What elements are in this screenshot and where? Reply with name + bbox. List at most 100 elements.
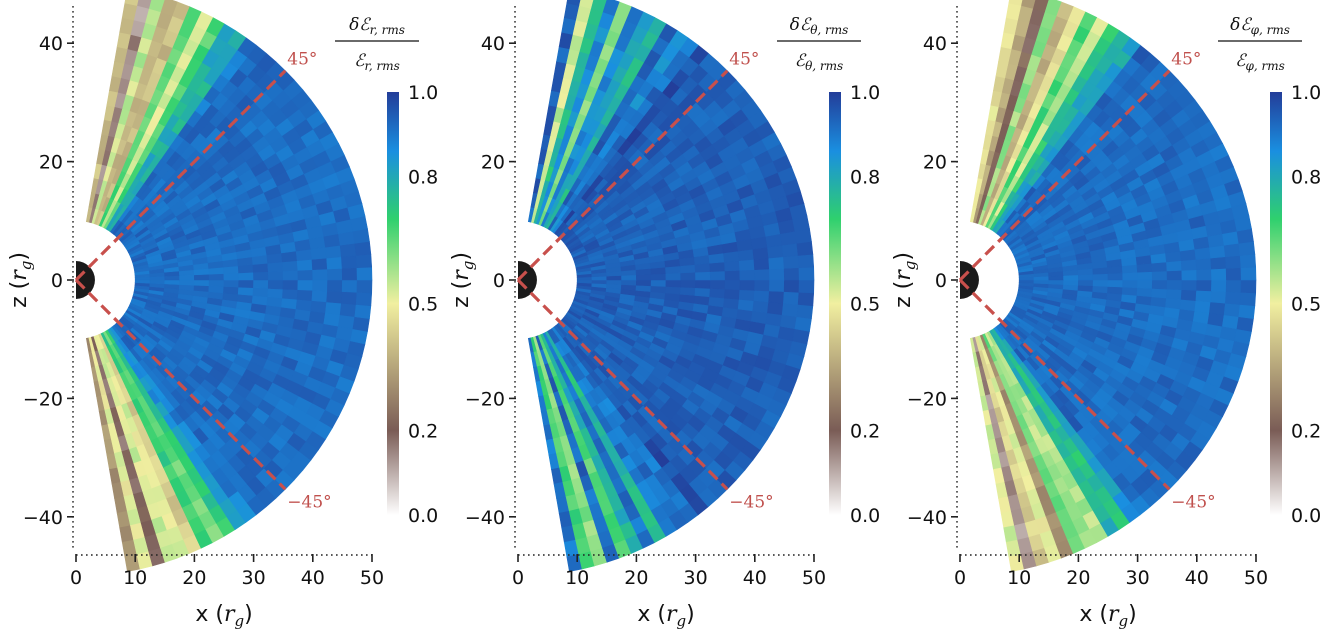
heatmap-cell — [1223, 302, 1241, 318]
heatmap-cell — [738, 289, 755, 301]
heatmap-cell — [606, 279, 622, 285]
heatmap-cell — [149, 279, 166, 285]
heatmap-cell — [312, 268, 328, 281]
heatmap-cell — [339, 242, 357, 258]
colorbar-tick-label: 0.0 — [408, 505, 438, 527]
y-tick-label: 40 — [39, 33, 63, 55]
black-hole — [518, 261, 537, 299]
y-tick-label: 0 — [51, 270, 63, 292]
heatmap-cell — [193, 279, 210, 287]
heatmap-cell — [296, 259, 313, 271]
reference-line-label: 45° — [729, 50, 759, 70]
heatmap-cell — [1137, 279, 1153, 289]
heatmap-cell — [1209, 301, 1226, 316]
colorbar-gradient — [829, 92, 841, 515]
heatmap-cell — [679, 286, 696, 296]
heatmap-cell — [1180, 259, 1197, 271]
heatmap-cell — [620, 284, 637, 291]
heatmap-cell — [566, 0, 581, 6]
heatmap-cell — [327, 268, 343, 281]
heatmap-cell — [1077, 279, 1094, 287]
heatmap-cell — [794, 316, 812, 332]
heatmap-cell — [1150, 296, 1167, 308]
y-axis-label: z (rg) — [7, 252, 35, 308]
colorbar: 1.0 0.8 0.5 0.2 0.0 δℰθ, rms ℰθ, rms — [777, 15, 880, 527]
heatmap-cell — [1092, 273, 1109, 281]
heatmap-cell — [1225, 267, 1242, 281]
colorbar-title-numerator: δℰθ, rms — [790, 15, 849, 37]
x-tick-label: 50 — [802, 567, 826, 589]
heatmap-cell — [1211, 279, 1227, 292]
heatmap-cell — [709, 270, 726, 281]
x-tick-label: 0 — [512, 567, 524, 589]
heatmap-cell — [356, 266, 373, 281]
y-tick-label: 40 — [481, 33, 505, 55]
heatmap-cell — [341, 291, 358, 305]
colorbar-title-denominator: ℰr, rms — [354, 51, 400, 73]
heatmap-cell — [354, 241, 372, 256]
heatmap-cell — [1195, 290, 1212, 303]
heatmap-cell — [781, 242, 799, 258]
heatmap-cell — [1195, 257, 1212, 270]
heatmap-cell — [590, 0, 607, 13]
reference-line-label: −45° — [287, 492, 331, 512]
heatmap-cell — [338, 314, 356, 330]
heatmap-cell — [1239, 253, 1257, 269]
y-axis-label: z (rg) — [449, 252, 477, 308]
heatmap-cell — [282, 270, 299, 281]
colorbar-tick-label: 0.2 — [850, 420, 880, 442]
colorbar-tick-label: 1.0 — [850, 82, 880, 104]
heatmap-cell — [1122, 279, 1138, 289]
colorbar-tick-label: 1.0 — [1291, 82, 1321, 104]
heatmap-cell — [1211, 268, 1227, 281]
heatmap-cell — [769, 268, 785, 281]
x-axis: 0 10 20 30 40 50 x (rg) — [512, 554, 826, 630]
heatmap-cell — [767, 244, 784, 259]
y-tick-label: 0 — [493, 270, 505, 292]
heatmap-cell — [1077, 284, 1094, 292]
colorbar-tick-label: 1.0 — [408, 82, 438, 104]
heatmap-cell — [1210, 290, 1227, 304]
black-hole — [76, 261, 95, 299]
heatmap-cell — [208, 279, 225, 287]
colorbar-title-numerator: δℰr, rms — [349, 15, 405, 37]
heatmap-cell — [1122, 271, 1138, 281]
x-tick-label: 50 — [360, 567, 384, 589]
heatmap-cell — [267, 270, 284, 281]
heatmap-cell — [602, 0, 620, 17]
x-tick-label: 40 — [743, 567, 767, 589]
heatmap-cell — [1225, 255, 1242, 269]
heatmap-cell — [680, 279, 696, 289]
heatmap-cell — [750, 310, 768, 325]
heatmap-cell — [796, 241, 814, 256]
heatmap-cell — [1151, 261, 1168, 272]
heatmap-cell — [297, 279, 314, 291]
y-tick-label: −20 — [907, 388, 947, 410]
heatmap-cell — [709, 279, 726, 290]
heatmap-cell — [1092, 279, 1109, 287]
heatmap-cell — [1165, 297, 1182, 310]
x-tick-label: 30 — [684, 567, 708, 589]
heatmap-cell — [341, 267, 358, 281]
heatmap-cell — [695, 279, 711, 289]
heatmap-wedge — [527, 0, 815, 572]
heatmap-cell — [252, 287, 269, 298]
heatmap-cell — [312, 279, 328, 292]
heatmap-cell — [578, 0, 594, 9]
heatmap-cell — [327, 279, 343, 292]
heatmap-cell — [665, 279, 682, 288]
colorbar-tick-label: 0.8 — [1291, 167, 1321, 189]
colorbar-tick-label: 0.2 — [1291, 420, 1321, 442]
heatmap-cell — [1107, 279, 1124, 288]
colorbar-tick-label: 0.2 — [408, 420, 438, 442]
heatmap-cell — [311, 290, 328, 303]
heatmap-cell — [798, 266, 815, 281]
heatmap-cell — [767, 301, 784, 316]
heatmap-cell — [1135, 295, 1153, 306]
heatmap-cell — [237, 286, 254, 296]
x-tick-label: 20 — [1066, 567, 1090, 589]
heatmap-cell — [783, 279, 800, 293]
heatmap-cell — [1207, 312, 1225, 327]
y-axis-label: z (rg) — [891, 252, 919, 308]
heatmap-cell — [1196, 279, 1212, 292]
